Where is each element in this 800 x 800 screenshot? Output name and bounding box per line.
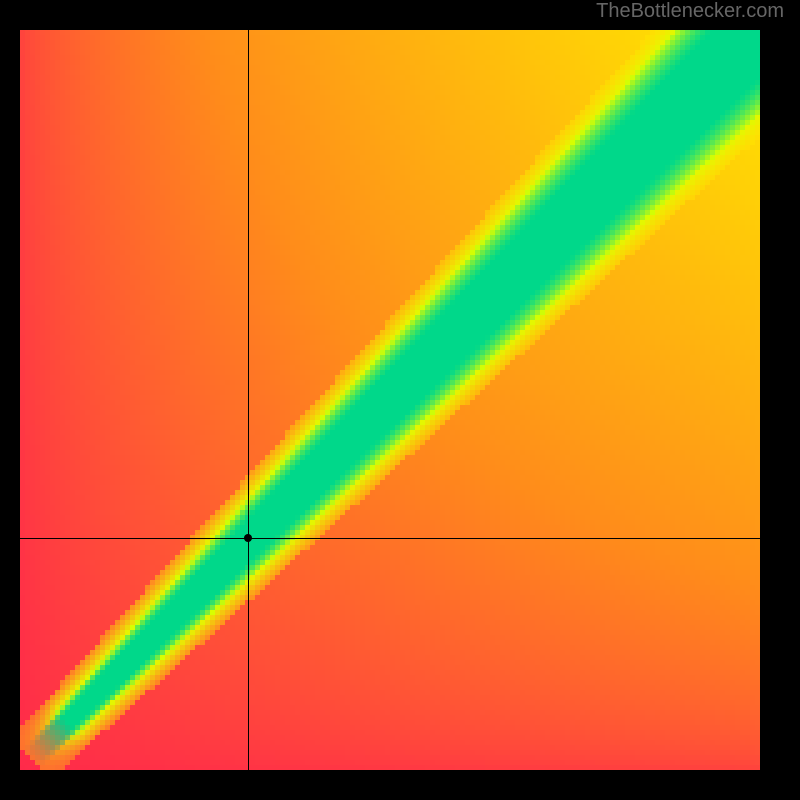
plot-area <box>20 30 760 770</box>
crosshair-horizontal <box>20 538 760 539</box>
crosshair-vertical <box>248 30 249 770</box>
watermark-text: TheBottlenecker.com <box>596 0 784 23</box>
bottleneck-heatmap <box>20 30 760 770</box>
chart-container: TheBottlenecker.com <box>0 0 800 800</box>
selection-marker <box>244 534 252 542</box>
